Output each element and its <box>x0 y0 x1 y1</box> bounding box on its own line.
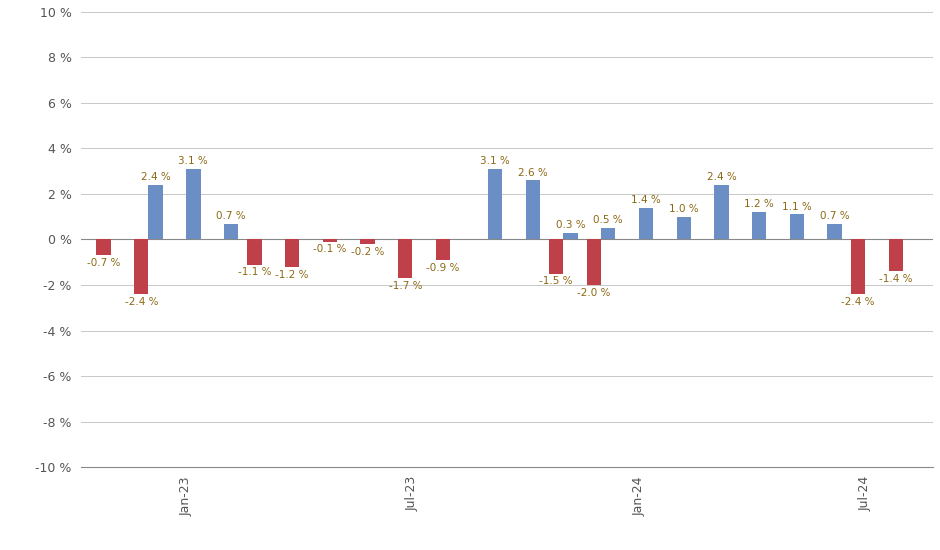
Bar <box>563 233 578 239</box>
Text: -1.2 %: -1.2 % <box>275 270 309 279</box>
Bar <box>714 185 728 239</box>
Bar <box>186 169 200 239</box>
Text: 0.7 %: 0.7 % <box>216 211 246 221</box>
Text: 1.2 %: 1.2 % <box>744 200 774 210</box>
Text: 2.4 %: 2.4 % <box>141 172 170 182</box>
Text: -2.0 %: -2.0 % <box>577 288 611 298</box>
Bar <box>677 217 691 239</box>
Text: -2.4 %: -2.4 % <box>841 297 875 307</box>
Bar <box>360 239 375 244</box>
Bar <box>488 169 502 239</box>
Bar <box>322 239 337 242</box>
Bar <box>399 239 413 278</box>
Bar <box>134 239 149 294</box>
Text: -0.1 %: -0.1 % <box>313 245 347 255</box>
Text: -1.1 %: -1.1 % <box>238 267 272 277</box>
Text: -1.4 %: -1.4 % <box>879 274 913 284</box>
Bar <box>827 223 841 239</box>
Text: 3.1 %: 3.1 % <box>480 156 510 166</box>
Text: 0.5 %: 0.5 % <box>593 216 623 225</box>
Bar <box>851 239 865 294</box>
Bar <box>790 214 804 239</box>
Text: 1.1 %: 1.1 % <box>782 202 812 212</box>
Bar <box>97 239 111 255</box>
Bar <box>752 212 766 239</box>
Bar <box>525 180 540 239</box>
Text: -0.7 %: -0.7 % <box>86 258 120 268</box>
Bar <box>224 223 238 239</box>
Bar <box>436 239 450 260</box>
Text: 2.6 %: 2.6 % <box>518 168 548 178</box>
Text: -2.4 %: -2.4 % <box>124 297 158 307</box>
Text: -0.2 %: -0.2 % <box>351 247 384 257</box>
Text: 1.4 %: 1.4 % <box>631 195 661 205</box>
Bar <box>587 239 601 285</box>
Bar <box>639 208 653 239</box>
Text: -1.5 %: -1.5 % <box>540 276 573 287</box>
Bar <box>549 239 563 273</box>
Bar <box>888 239 903 271</box>
Text: 0.7 %: 0.7 % <box>820 211 850 221</box>
Text: 3.1 %: 3.1 % <box>179 156 208 166</box>
Text: 0.3 %: 0.3 % <box>556 220 586 230</box>
Bar <box>149 185 163 239</box>
Bar <box>247 239 261 265</box>
Bar <box>601 228 616 239</box>
Text: 2.4 %: 2.4 % <box>707 172 736 182</box>
Text: -1.7 %: -1.7 % <box>388 281 422 291</box>
Text: 1.0 %: 1.0 % <box>669 204 698 214</box>
Bar <box>285 239 299 267</box>
Text: -0.9 %: -0.9 % <box>427 263 460 273</box>
